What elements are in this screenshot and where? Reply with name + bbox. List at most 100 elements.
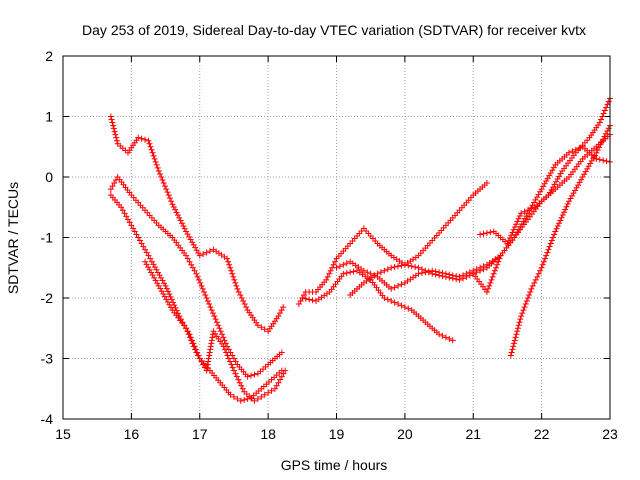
data-point: [225, 258, 232, 265]
data-point: [173, 209, 180, 216]
data-point: [196, 355, 203, 362]
data-point: [135, 234, 142, 241]
data-point: [188, 337, 195, 344]
data-point: [581, 171, 588, 178]
data-point: [395, 263, 402, 270]
data-point: [347, 269, 354, 276]
data-point: [557, 170, 564, 177]
data-point: [241, 396, 248, 403]
data-point: [224, 255, 231, 262]
series-arc-8: [347, 131, 613, 298]
x-tick-label: 18: [260, 426, 276, 442]
data-point: [160, 180, 167, 187]
data-point: [230, 355, 237, 362]
data-point: [490, 270, 497, 277]
data-point: [391, 299, 398, 306]
data-point: [185, 331, 192, 338]
data-point: [207, 346, 214, 353]
data-point: [198, 358, 205, 365]
data-point: [203, 295, 210, 301]
data-point: [204, 361, 211, 368]
data-point: [135, 134, 142, 141]
data-point: [491, 267, 498, 274]
x-tick-label: 17: [192, 426, 208, 442]
data-point: [217, 328, 224, 335]
data-point: [198, 282, 205, 289]
data-point: [107, 113, 114, 120]
data-point: [496, 255, 503, 262]
series-arc-2: [107, 174, 285, 380]
data-point: [184, 255, 191, 262]
data-point: [190, 343, 197, 350]
data-point: [552, 228, 559, 235]
data-point: [544, 175, 551, 182]
data-point: [326, 270, 333, 277]
data-point: [278, 349, 285, 356]
data-point: [364, 269, 371, 276]
data-point: [558, 214, 565, 221]
data-point: [140, 243, 147, 250]
data-point: [189, 340, 196, 347]
data-point: [156, 272, 163, 279]
data-point: [598, 116, 605, 123]
data-point: [206, 301, 213, 308]
data-point: [477, 267, 484, 274]
data-point: [151, 274, 158, 281]
data-point: [145, 264, 152, 271]
data-point: [494, 261, 501, 268]
data-point: [449, 275, 456, 282]
data-point: [235, 376, 242, 383]
data-point: [275, 313, 282, 320]
data-point: [480, 266, 487, 273]
data-point: [600, 157, 607, 164]
data-point: [306, 296, 313, 303]
data-point: [564, 200, 571, 207]
data-point: [177, 217, 184, 224]
data-point: [297, 298, 304, 305]
data-point: [538, 264, 545, 271]
data-point: [186, 258, 193, 265]
data-point: [163, 285, 170, 292]
data-point: [226, 261, 233, 268]
data-point: [150, 261, 157, 268]
data-point: [268, 387, 275, 394]
data-point: [110, 125, 117, 132]
data-point: [235, 288, 242, 295]
data-point: [446, 274, 453, 281]
tick-labels: 15 16 17 18 19 20 21 22 23 -4 -3 -2 -1 0 1 2: [41, 48, 618, 442]
data-point: [145, 252, 152, 259]
data-point: [133, 231, 140, 238]
data-point: [193, 247, 200, 254]
data-point: [559, 211, 566, 218]
x-tick-label: 16: [124, 426, 140, 442]
series-arc-4: [142, 258, 289, 404]
data-point: [596, 156, 603, 163]
data-point: [330, 261, 337, 268]
data-point: [532, 276, 539, 283]
data-point: [126, 219, 133, 226]
data-point: [186, 334, 193, 341]
data-point: [234, 395, 241, 402]
data-point: [261, 326, 268, 333]
data-point: [605, 125, 612, 132]
data-point: [152, 277, 159, 284]
data-point: [538, 186, 545, 193]
data-point: [578, 176, 585, 183]
data-point: [181, 225, 188, 232]
data-point: [177, 316, 184, 323]
data-point: [425, 269, 432, 276]
data-point: [436, 272, 443, 279]
data-point: [220, 343, 227, 350]
data-point: [511, 337, 518, 344]
data-point: [343, 270, 350, 277]
series-arc-6: [299, 267, 456, 344]
data-point: [398, 262, 405, 269]
data-point: [594, 147, 601, 154]
data-point: [534, 273, 541, 280]
data-point: [278, 373, 285, 380]
data-point: [565, 149, 572, 156]
data-point: [157, 285, 164, 292]
data-point: [209, 334, 216, 341]
data-point: [391, 284, 398, 291]
data-point: [582, 168, 589, 175]
